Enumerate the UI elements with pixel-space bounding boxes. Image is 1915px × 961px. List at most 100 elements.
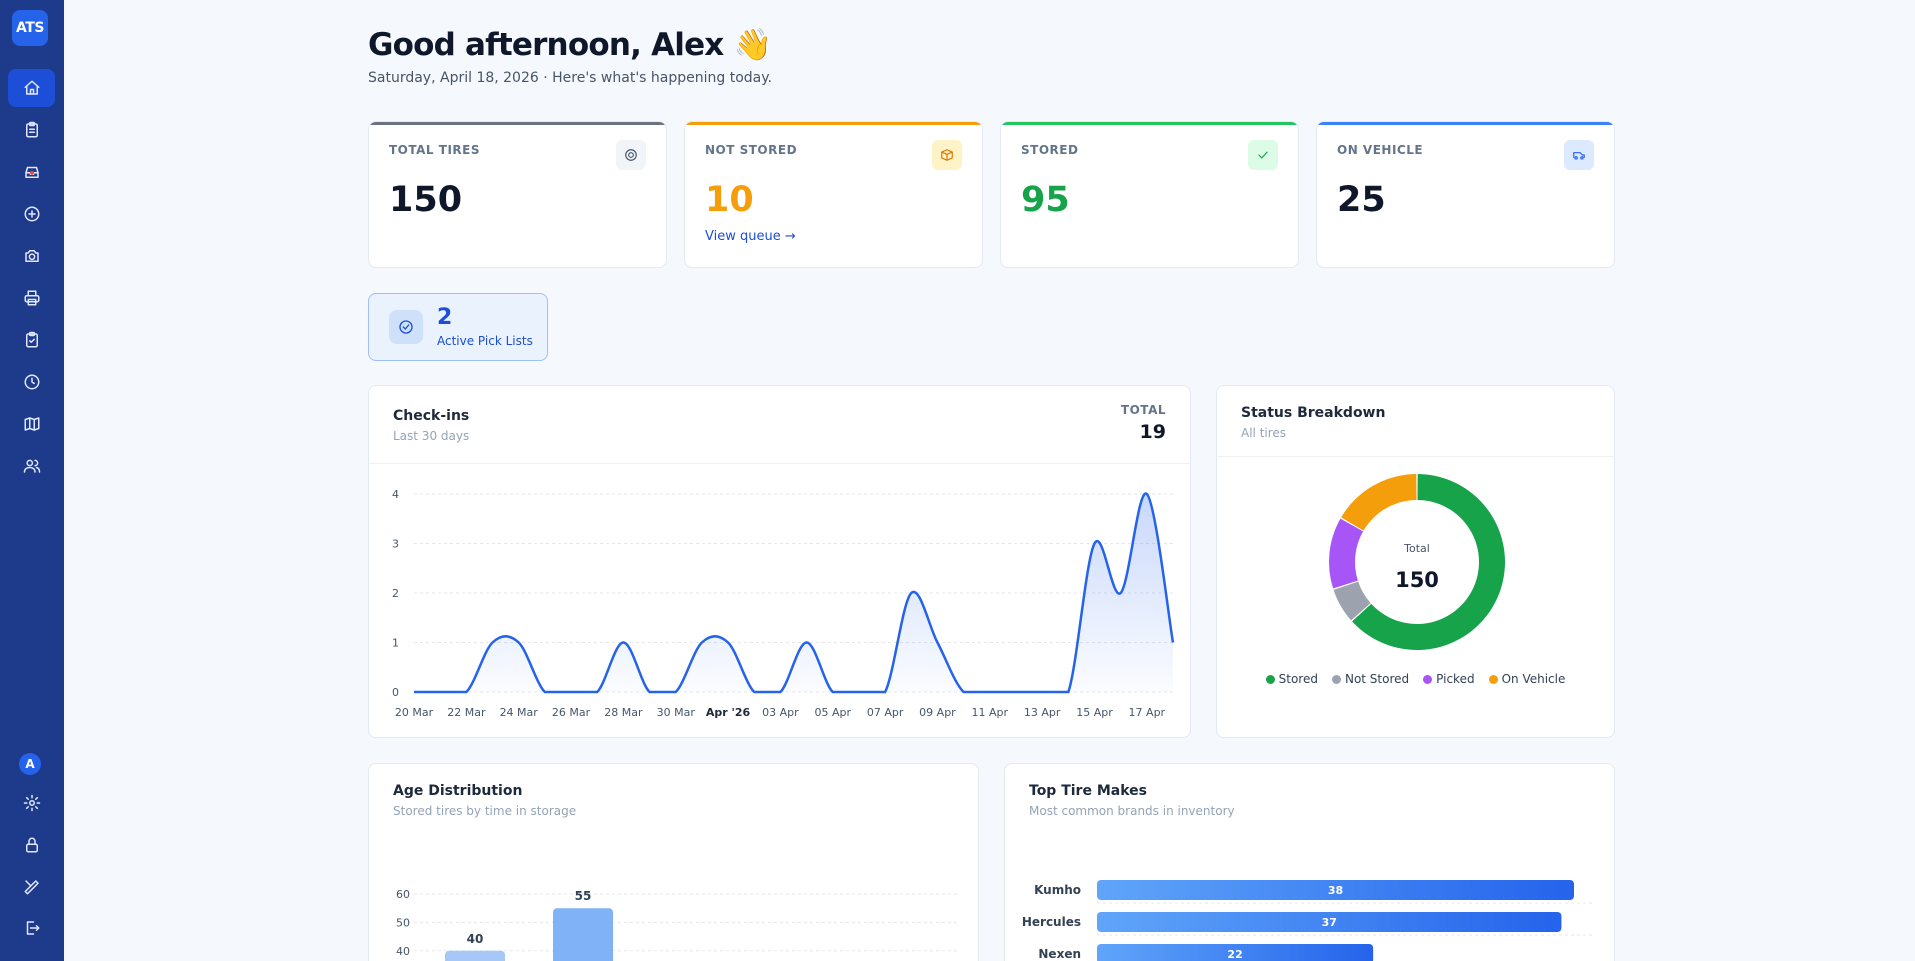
donut-slice-not-stored: [1333, 581, 1371, 621]
status-legend: Stored Not Stored Picked On Vehicle: [1217, 672, 1614, 686]
y-tick-label: 1: [392, 637, 399, 650]
logout-icon: [26, 921, 39, 935]
make-label: Nexen: [1038, 947, 1081, 961]
checkins-total-value: 19: [1139, 421, 1166, 443]
sidebar-item-add[interactable]: [8, 195, 55, 233]
donut-center-label: Total: [1403, 542, 1430, 555]
page-subtitle: Saturday, April 18, 2026 · Here's what's…: [368, 70, 772, 86]
page-title: Good afternoon, Alex 👋: [368, 27, 772, 63]
stat-label: NOT STORED: [705, 143, 798, 157]
checkins-title: Check-ins: [393, 408, 470, 424]
pick-list-icon-chip: [389, 310, 423, 344]
x-tick-label: 17 Apr: [1129, 706, 1166, 719]
stat-icon-chip: [932, 140, 962, 170]
plus-circle-icon: [24, 206, 39, 222]
panel-divider: [369, 463, 1190, 464]
y-tick-label: 0: [392, 686, 399, 699]
checkins-area: [414, 493, 1173, 692]
clipboard-check-icon: [25, 331, 38, 348]
tools-icon: [24, 880, 39, 895]
map-icon: [24, 417, 39, 431]
legend-label: Not Stored: [1344, 672, 1410, 686]
users-icon: [23, 459, 40, 473]
x-tick-label: 09 Apr: [919, 706, 956, 719]
active-pick-lists-card[interactable]: 2 Active Pick Lists: [368, 293, 548, 361]
sidebar-item-history[interactable]: [8, 363, 55, 401]
legend-item-picked: Picked: [1423, 672, 1475, 686]
sidebar-item-inbox[interactable]: [8, 153, 55, 191]
x-tick-label: 03 Apr: [762, 706, 799, 719]
sidebar-item-camera[interactable]: [8, 237, 55, 275]
y-tick-label: 40: [396, 945, 410, 958]
stat-card-accent: [685, 122, 982, 125]
age-title: Age Distribution: [393, 783, 523, 799]
stat-value: 95: [1021, 180, 1070, 220]
donut-center-value: 150: [1395, 568, 1439, 592]
legend-item-on-vehicle: On Vehicle: [1488, 672, 1565, 686]
top-tire-makes-chart: Kumho 38 Hercules 37 Nexen 22: [1022, 880, 1595, 961]
stat-label: ON VEHICLE: [1337, 143, 1424, 157]
sidebar-item-map[interactable]: [8, 405, 55, 443]
legend-label: Picked: [1436, 672, 1475, 686]
make-bar: [1097, 944, 1374, 961]
legend-dot: [1488, 674, 1498, 684]
panel-divider: [1217, 456, 1614, 457]
x-tick-label: 20 Mar: [395, 706, 434, 719]
printer-icon: [24, 290, 39, 306]
sidebar-item-logout[interactable]: [8, 909, 55, 947]
check-circle-icon: [399, 320, 413, 334]
gear-icon: [23, 794, 40, 812]
sidebar-item-home[interactable]: [8, 69, 55, 107]
y-tick-label: 3: [392, 538, 399, 551]
stat-label: TOTAL TIRES: [389, 143, 480, 157]
makes-subtitle: Most common brands in inventory: [1029, 804, 1235, 818]
vehicle-icon: [1573, 152, 1585, 160]
sidebar-item-clipboard[interactable]: [8, 111, 55, 149]
checkins-panel: Check-ins Last 30 days TOTAL 19 0 1 2 3 4 20 …: [368, 385, 1191, 738]
app-logo[interactable]: ATS: [12, 10, 48, 46]
sidebar-item-users[interactable]: [8, 447, 55, 485]
clock-icon: [24, 374, 39, 390]
x-tick-label: 15 Apr: [1076, 706, 1113, 719]
stat-icon-chip: [1564, 140, 1594, 170]
stat-value: 150: [389, 180, 463, 220]
sidebar-item-print[interactable]: [8, 279, 55, 317]
x-tick-label: 26 Mar: [552, 706, 591, 719]
stat-card-stored: STORED 95: [1000, 121, 1299, 268]
sidebar-item-settings[interactable]: [8, 784, 55, 822]
sidebar-item-tools[interactable]: [8, 868, 55, 906]
legend-label: Stored: [1278, 672, 1318, 686]
sidebar: ATS A: [0, 0, 64, 961]
pick-list-label: Active Pick Lists: [437, 334, 533, 348]
legend-item-not-stored: Not Stored: [1331, 672, 1410, 686]
target-icon: [625, 149, 637, 161]
checkins-chart: 0 1 2 3 4 20 Mar 22 Mar 24 Mar 26 Mar 28 Mar 30 Ma…: [392, 488, 1175, 719]
status-subtitle: All tires: [1241, 426, 1287, 440]
status-title: Status Breakdown: [1241, 405, 1386, 421]
legend-item-stored: Stored: [1265, 672, 1318, 686]
stat-card-accent: [369, 122, 666, 125]
bar-data-label: 38: [1328, 884, 1343, 897]
bar-data-label: 55: [575, 889, 592, 903]
age-distribution-chart: 40 50 60 40 55: [396, 888, 959, 961]
y-tick-label: 2: [392, 587, 399, 600]
y-tick-label: 50: [396, 916, 410, 929]
x-tick-label: 22 Mar: [447, 706, 486, 719]
stat-card-total-tires: TOTAL TIRES 150: [368, 121, 667, 268]
sidebar-item-checklist[interactable]: [8, 321, 55, 359]
age-bar: [553, 908, 613, 961]
x-tick-label: Apr '26: [706, 706, 751, 719]
bar-data-label: 37: [1322, 916, 1337, 929]
checkins-subtitle: Last 30 days: [393, 429, 470, 443]
stat-card-not-stored: NOT STORED 10 View queue →: [684, 121, 983, 268]
avatar[interactable]: A: [19, 753, 41, 775]
sidebar-item-lock[interactable]: [8, 826, 55, 864]
box-icon: [941, 149, 953, 161]
y-tick-label: 4: [392, 488, 399, 501]
x-tick-label: 07 Apr: [867, 706, 904, 719]
stat-value: 25: [1337, 180, 1386, 220]
home-icon: [24, 80, 39, 95]
view-queue-link[interactable]: View queue →: [705, 229, 796, 244]
makes-title: Top Tire Makes: [1029, 783, 1147, 799]
x-tick-label: 30 Mar: [657, 706, 696, 719]
